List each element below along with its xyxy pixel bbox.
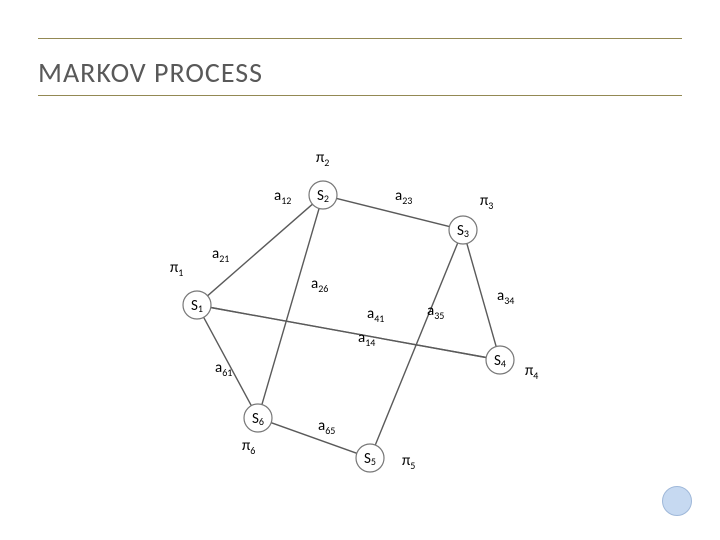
label-π6: π6	[242, 437, 255, 457]
label-a41: a41	[367, 305, 384, 325]
label-π3: π3	[480, 192, 493, 212]
label-a26: a26	[311, 275, 328, 295]
edge-S2-S3	[337, 198, 450, 226]
label-π1: π1	[170, 259, 183, 279]
edge-S3-S5	[375, 243, 457, 445]
slide: MARKOV PROCESS S1S2S3S4S5S6 π2π3π1π4π5π6…	[0, 0, 720, 540]
nodes-layer: S1S2S3S4S5S6	[183, 181, 514, 472]
edge-S6-S1	[204, 317, 252, 405]
edge-S3-S4	[467, 243, 496, 346]
label-π5: π5	[402, 452, 415, 472]
edge-S1-S2	[208, 204, 313, 296]
edge-S6-S5	[271, 423, 357, 454]
label-a35: a35	[427, 302, 444, 322]
corner-dot-icon	[662, 486, 692, 516]
label-a23: a23	[395, 187, 412, 207]
edge-S2-S6	[262, 208, 319, 404]
label-a21: a21	[212, 245, 229, 265]
label-π4: π4	[525, 362, 538, 382]
label-a12: a12	[274, 187, 291, 207]
label-a65: a65	[318, 417, 335, 437]
label-π2: π2	[316, 149, 329, 169]
label-a61: a61	[215, 359, 232, 379]
edge-S1-S4	[211, 308, 486, 358]
markov-diagram: S1S2S3S4S5S6 π2 π3 π1 π4 π5 π6 a12 a21 a23 a26 a41…	[0, 0, 720, 540]
label-a34: a34	[497, 287, 514, 307]
label-a14: a14	[358, 329, 375, 349]
